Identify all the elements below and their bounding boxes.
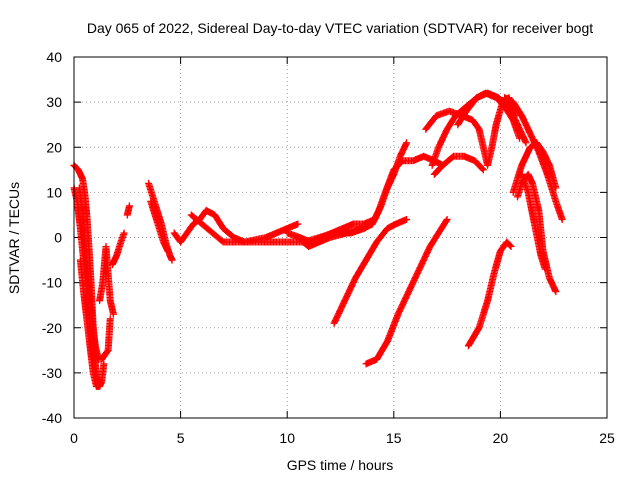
series-trace-11 bbox=[187, 211, 302, 246]
data-markers bbox=[70, 89, 566, 390]
series-trace-14 bbox=[330, 215, 411, 327]
series-trace-20 bbox=[464, 238, 515, 350]
y-tick-label: 10 bbox=[46, 184, 62, 200]
series-trace-16 bbox=[430, 152, 487, 178]
data-point-markers bbox=[76, 256, 100, 390]
series-trace-03 bbox=[75, 184, 114, 363]
y-tick-label: -40 bbox=[42, 410, 62, 426]
chart-title: Day 065 of 2022, Sidereal Day-to-day VTE… bbox=[87, 20, 593, 36]
tick-labels: 0 5 10 15 20 25 -40 -30 -20 -10 0 10 20 30 40 bbox=[42, 49, 615, 446]
series-trace-24 bbox=[501, 94, 566, 223]
y-tick-label: 20 bbox=[46, 139, 62, 155]
data-point-markers bbox=[501, 94, 566, 223]
data-point-markers bbox=[464, 238, 515, 350]
series-trace-05 bbox=[96, 243, 117, 318]
y-tick-label: -10 bbox=[42, 275, 62, 291]
series-trace-04 bbox=[76, 256, 100, 390]
data-point-markers bbox=[518, 170, 549, 273]
x-tick-label: 25 bbox=[599, 430, 615, 446]
series-trace-06 bbox=[108, 229, 128, 269]
y-tick-label: 40 bbox=[46, 49, 62, 65]
series-trace-09 bbox=[147, 197, 172, 255]
x-axis-label: GPS time / hours bbox=[287, 457, 394, 473]
x-tick-label: 15 bbox=[386, 430, 402, 446]
y-tick-label: -30 bbox=[42, 365, 62, 381]
x-tick-label: 10 bbox=[279, 430, 295, 446]
y-tick-label: 30 bbox=[46, 94, 62, 110]
series-trace-13 bbox=[294, 224, 366, 251]
data-point-markers bbox=[123, 202, 133, 219]
series-trace-23 bbox=[518, 170, 549, 273]
plot-frame bbox=[73, 56, 608, 419]
x-tick-label: 20 bbox=[493, 430, 509, 446]
data-point-markers bbox=[362, 215, 451, 368]
data-point-markers bbox=[75, 184, 114, 363]
x-tick-label: 0 bbox=[70, 430, 78, 446]
series-trace-07 bbox=[123, 202, 133, 219]
data-point-markers bbox=[187, 211, 302, 246]
data-point-markers bbox=[147, 197, 172, 255]
data-point-markers bbox=[430, 152, 487, 178]
x-tick-label: 5 bbox=[177, 430, 185, 446]
data-point-markers bbox=[294, 224, 366, 251]
data-point-markers bbox=[108, 229, 128, 269]
y-axis-label: SDTVAR / TECUs bbox=[6, 182, 22, 294]
data-point-markers bbox=[96, 243, 117, 318]
series-trace-15 bbox=[362, 215, 451, 368]
data-point-markers bbox=[330, 215, 411, 327]
y-tick-label: -20 bbox=[42, 320, 62, 336]
y-tick-label: 0 bbox=[54, 230, 62, 246]
